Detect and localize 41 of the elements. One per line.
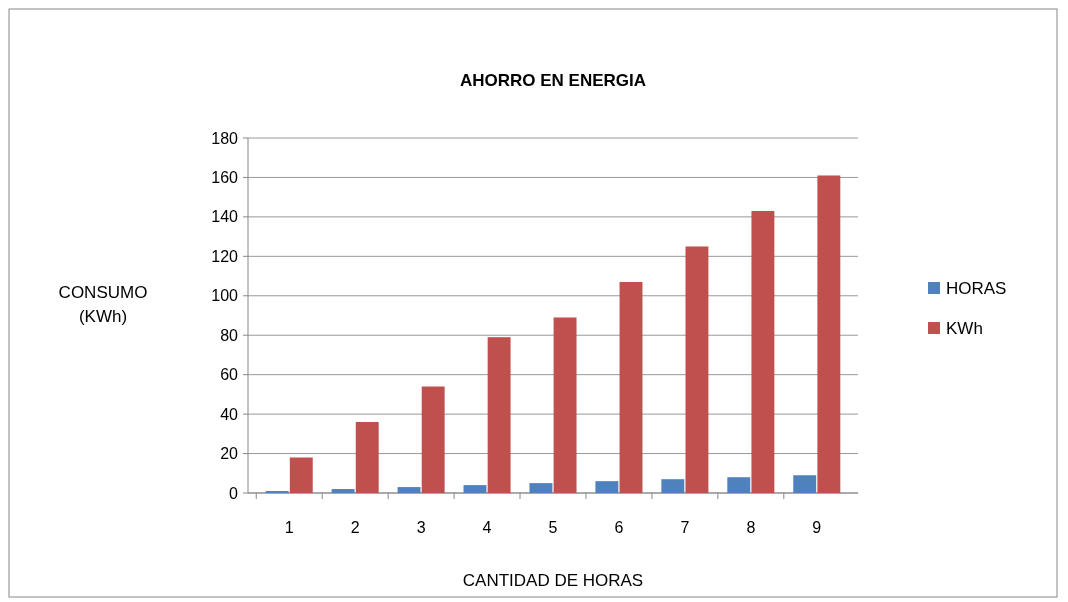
x-axis-title: CANTIDAD DE HORAS [462,571,644,590]
bar [595,481,619,493]
y-tick-label: 0 [229,484,239,502]
bar [685,246,709,493]
bar [463,485,487,493]
y-tick-label: 120 [211,247,239,265]
x-tick-label: 1 [284,519,294,536]
y-tick-label: 40 [220,405,239,423]
bar [619,281,643,493]
bar [421,386,445,493]
y-tick-label: 180 [211,129,239,147]
x-tick-label: 9 [812,519,822,536]
y-tick-label: 100 [211,287,239,305]
x-tick-label: 6 [614,519,624,536]
bar [817,175,841,493]
x-tick-label: 7 [680,519,690,536]
x-tick-label: 8 [746,519,756,536]
bar [487,337,511,493]
legend-label: KWh [946,318,983,338]
chart-title: AHORRO EN ENERGIA [459,71,647,90]
bar [751,210,775,493]
bar [529,483,553,493]
x-tick-label: 2 [350,519,360,536]
bar [289,457,313,493]
y-tick-label: 160 [211,169,239,187]
bar [331,489,355,493]
x-tick-label: 4 [482,519,492,536]
y-tick-label: 140 [211,208,239,226]
y-tick-label: 20 [220,445,239,463]
bar [661,479,685,493]
legend-label: HORAS [946,278,1007,298]
y-axis-title: CONSUMO (KWh) [58,282,148,326]
bar [553,317,577,493]
x-tick-label: 5 [548,519,558,536]
y-tick-label: 60 [220,366,239,384]
bar [727,477,751,493]
bar [397,487,421,493]
y-tick-label: 80 [220,326,239,344]
bar [793,475,817,493]
x-tick-label: 3 [416,519,426,536]
bar [355,422,379,493]
